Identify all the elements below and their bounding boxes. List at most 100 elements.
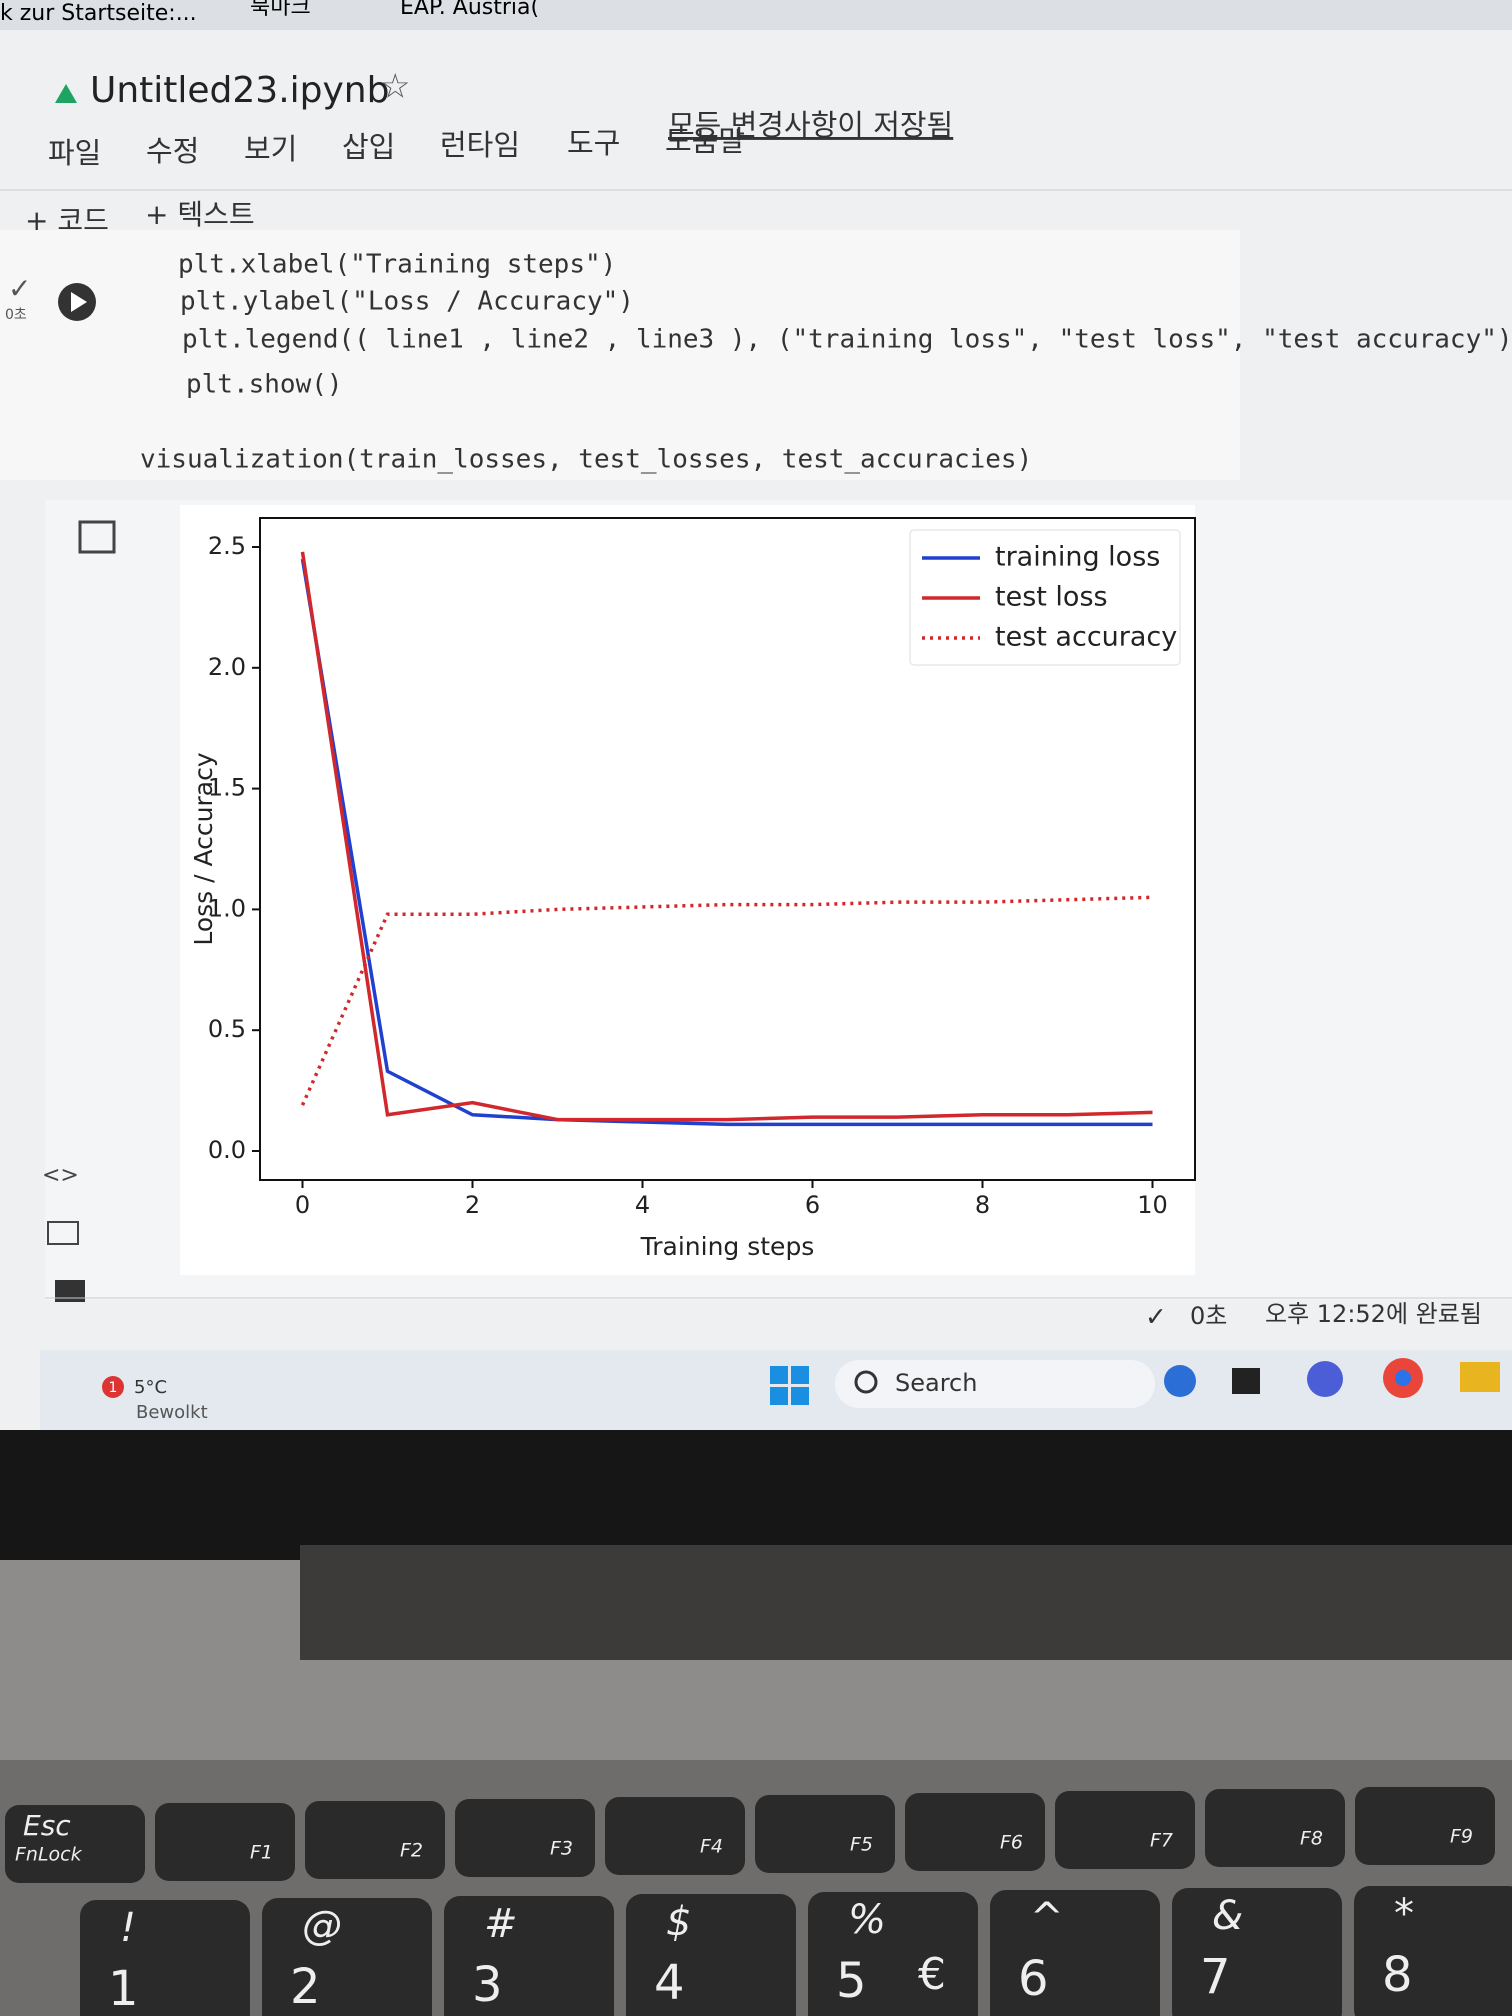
key[interactable] — [80, 1900, 250, 2016]
code-line: plt.ylabel("Loss / Accuracy") — [180, 287, 634, 317]
temperature[interactable]: 5°C — [134, 1377, 167, 1398]
y-tick-label: 1.5 — [208, 774, 246, 802]
menu-item[interactable]: 도구 — [567, 126, 620, 160]
hinge — [300, 1545, 1512, 1660]
add-text-button[interactable]: + 텍스트 — [145, 198, 255, 231]
key-label: 7 — [1200, 1949, 1231, 2005]
x-tick-label: 10 — [1137, 1191, 1168, 1219]
legend-label: test loss — [995, 582, 1108, 613]
key-label: F3 — [550, 1838, 573, 1860]
key-label: 8 — [1382, 1947, 1413, 2003]
output-icon — [78, 520, 116, 554]
legend-label: test accuracy — [995, 622, 1177, 653]
key-label: F2 — [400, 1840, 423, 1862]
y-tick-label: 0.0 — [208, 1136, 246, 1164]
menu-item[interactable]: 파일 — [48, 136, 101, 170]
weather-badge — [102, 1376, 124, 1398]
key[interactable] — [5, 1805, 145, 1883]
bookmark[interactable]: 북마크 — [250, 0, 311, 20]
code-line: plt.xlabel("Training steps") — [178, 250, 616, 280]
status-duration: 0초 — [1190, 1302, 1227, 1330]
key-label: 4 — [654, 1955, 685, 2011]
key-label: F7 — [1150, 1830, 1173, 1852]
key-label: 6 — [1018, 1951, 1049, 2007]
terminal-icon[interactable] — [55, 1280, 85, 1302]
key-label: F4 — [700, 1836, 723, 1858]
key-label: 1 — [108, 1961, 139, 2016]
x-axis-label: Training steps — [640, 1232, 815, 1261]
x-tick-label: 4 — [635, 1191, 650, 1219]
windows-logo[interactable] — [770, 1366, 809, 1405]
search-text[interactable]: Search — [895, 1369, 977, 1397]
key[interactable] — [1355, 1787, 1495, 1865]
key[interactable] — [455, 1799, 595, 1877]
menu-item[interactable]: 도움말 — [665, 124, 745, 158]
y-axis-label: Loss / Accuracy — [189, 752, 218, 945]
bezel — [0, 1430, 1512, 1560]
key-label: ! — [120, 1905, 136, 1951]
bookmark[interactable]: k zur Startseite:... — [0, 1, 197, 26]
key[interactable] — [155, 1803, 295, 1881]
exec-time: 0초 — [5, 307, 27, 323]
key-label: F6 — [1000, 1832, 1023, 1854]
taskbar-app — [1395, 1370, 1411, 1386]
key-label: Esc — [23, 1809, 71, 1842]
chart: 0.0 0.5 1.0 1.5 2.0 2.5 0 2 4 6 8 10 Training steps L… — [189, 517, 1196, 1261]
key[interactable] — [905, 1793, 1045, 1871]
key-label: F9 — [1450, 1826, 1473, 1848]
key[interactable] — [1205, 1789, 1345, 1867]
y-tick-label: 2.0 — [208, 653, 246, 681]
key[interactable] — [755, 1795, 895, 1873]
check-icon: ✓ — [1145, 1303, 1167, 1333]
taskbar-app[interactable] — [1307, 1361, 1343, 1397]
menu-item[interactable]: 삽입 — [342, 130, 395, 164]
key[interactable] — [262, 1898, 432, 2016]
legend-box — [909, 529, 1181, 666]
code-icon[interactable]: <> — [42, 1163, 79, 1188]
x-tick-label: 2 — [465, 1191, 480, 1219]
key-label: & — [1212, 1893, 1243, 1939]
key[interactable] — [1055, 1791, 1195, 1869]
key-label: F1 — [250, 1842, 273, 1864]
taskbar-app[interactable] — [1232, 1368, 1260, 1394]
weather[interactable]: Bewolkt — [136, 1402, 208, 1423]
key-label: F8 — [1300, 1828, 1323, 1850]
key-label: * — [1394, 1891, 1414, 1937]
search-box[interactable] — [835, 1360, 1155, 1408]
series-line — [300, 895, 1153, 1106]
code-line: plt.show() — [186, 370, 343, 400]
taskbar-app[interactable] — [1460, 1362, 1500, 1392]
menu-item[interactable]: 수정 — [146, 134, 199, 168]
x-tick-label: 0 — [295, 1191, 310, 1219]
key[interactable] — [605, 1797, 745, 1875]
key-label: $ — [666, 1899, 691, 1945]
taskbar-app[interactable] — [1164, 1365, 1196, 1397]
notes-icon[interactable] — [47, 1221, 79, 1245]
run-icon — [71, 292, 87, 312]
key[interactable] — [990, 1890, 1160, 2016]
key[interactable] — [626, 1894, 796, 2016]
key[interactable] — [1354, 1886, 1512, 2016]
menu-item[interactable]: 런타임 — [440, 128, 520, 162]
notebook-title[interactable]: Untitled23.ipynb — [90, 70, 389, 111]
key-label: FnLock — [15, 1844, 83, 1866]
x-tick-label: 8 — [975, 1191, 990, 1219]
star-icon[interactable]: ☆ — [380, 67, 410, 107]
key-label: ^ — [1030, 1895, 1064, 1941]
key-label: 3 — [472, 1957, 503, 2013]
key[interactable] — [1172, 1888, 1342, 2016]
key[interactable] — [808, 1892, 978, 2016]
key-label: 5 — [836, 1953, 867, 2009]
check-icon: ✓ — [8, 272, 31, 305]
key[interactable] — [305, 1801, 445, 1879]
y-tick-label: 1.0 — [208, 894, 246, 922]
bookmark[interactable]: EAP. Austria( — [400, 0, 539, 20]
series-line — [300, 551, 1153, 1122]
legend-label: training loss — [995, 542, 1160, 573]
key[interactable] — [444, 1896, 614, 2016]
save-status[interactable]: 모든 변경사항이 저장됨 — [668, 108, 953, 142]
key-label: F5 — [850, 1834, 873, 1856]
menu-item[interactable]: 보기 — [244, 132, 297, 166]
